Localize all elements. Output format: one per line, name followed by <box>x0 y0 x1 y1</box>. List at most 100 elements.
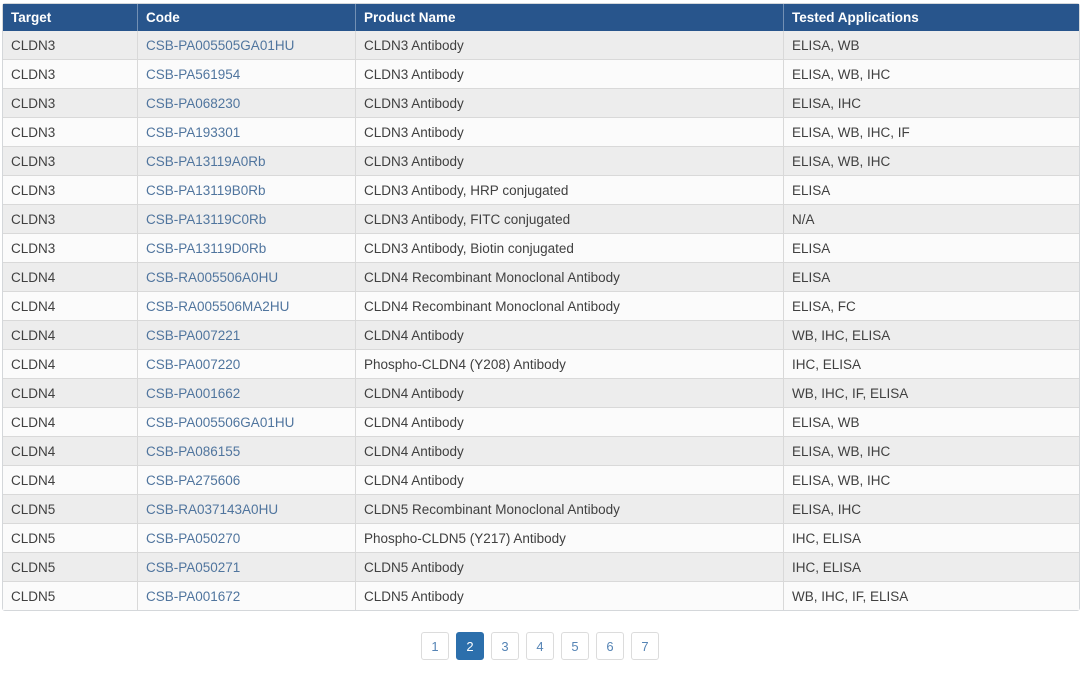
code-cell: CSB-PA561954 <box>138 60 356 89</box>
target-cell: CLDN3 <box>3 89 138 118</box>
product-code-link[interactable]: CSB-PA068230 <box>146 95 241 111</box>
page-button[interactable]: 6 <box>596 632 624 660</box>
table-row: CLDN3 CSB-PA068230 CLDN3 Antibody ELISA,… <box>3 89 1079 118</box>
product-code-link[interactable]: CSB-RA005506MA2HU <box>146 298 290 314</box>
product-code-link[interactable]: CSB-PA193301 <box>146 124 241 140</box>
target-cell: CLDN4 <box>3 321 138 350</box>
code-cell: CSB-RA037143A0HU <box>138 495 356 524</box>
table-row: CLDN4 CSB-PA275606 CLDN4 Antibody ELISA,… <box>3 466 1079 495</box>
product-name-cell: CLDN3 Antibody <box>356 60 784 89</box>
product-name-cell: CLDN3 Antibody <box>356 118 784 147</box>
product-code-link[interactable]: CSB-PA13119C0Rb <box>146 211 267 227</box>
product-code-link[interactable]: CSB-PA275606 <box>146 472 241 488</box>
tested-applications-cell: IHC, ELISA <box>784 350 1079 379</box>
page-button[interactable]: 4 <box>526 632 554 660</box>
target-cell: CLDN3 <box>3 118 138 147</box>
table-row: CLDN5 CSB-RA037143A0HU CLDN5 Recombinant… <box>3 495 1079 524</box>
code-cell: CSB-PA275606 <box>138 466 356 495</box>
target-cell: CLDN5 <box>3 495 138 524</box>
column-header-code: Code <box>138 4 356 31</box>
target-cell: CLDN3 <box>3 60 138 89</box>
product-name-cell: CLDN4 Antibody <box>356 408 784 437</box>
tested-applications-cell: WB, IHC, IF, ELISA <box>784 582 1079 610</box>
tested-applications-cell: ELISA, WB, IHC <box>784 466 1079 495</box>
tested-applications-cell: ELISA <box>784 234 1079 263</box>
product-name-cell: Phospho-CLDN5 (Y217) Antibody <box>356 524 784 553</box>
product-name-cell: CLDN4 Antibody <box>356 321 784 350</box>
product-name-cell: CLDN5 Antibody <box>356 582 784 610</box>
product-code-link[interactable]: CSB-RA037143A0HU <box>146 501 279 517</box>
code-cell: CSB-PA001672 <box>138 582 356 610</box>
product-code-link[interactable]: CSB-PA007220 <box>146 356 241 372</box>
product-code-link[interactable]: CSB-PA13119D0Rb <box>146 240 267 256</box>
code-cell: CSB-RA005506MA2HU <box>138 292 356 321</box>
code-cell: CSB-PA005505GA01HU <box>138 31 356 60</box>
page-button[interactable]: 3 <box>491 632 519 660</box>
product-name-cell: CLDN4 Antibody <box>356 437 784 466</box>
target-cell: CLDN4 <box>3 408 138 437</box>
product-code-link[interactable]: CSB-PA005505GA01HU <box>146 37 295 53</box>
page-button[interactable]: 1 <box>421 632 449 660</box>
product-code-link[interactable]: CSB-PA050271 <box>146 559 241 575</box>
product-code-link[interactable]: CSB-PA13119A0Rb <box>146 153 266 169</box>
table-row: CLDN4 CSB-RA005506MA2HU CLDN4 Recombinan… <box>3 292 1079 321</box>
code-cell: CSB-PA13119C0Rb <box>138 205 356 234</box>
target-cell: CLDN4 <box>3 379 138 408</box>
product-code-link[interactable]: CSB-PA561954 <box>146 66 241 82</box>
page-button-active[interactable]: 2 <box>456 632 484 660</box>
tested-applications-cell: ELISA, WB <box>784 408 1079 437</box>
product-code-link[interactable]: CSB-PA005506GA01HU <box>146 414 295 430</box>
product-name-cell: CLDN3 Antibody, HRP conjugated <box>356 176 784 205</box>
column-header-product: Product Name <box>356 4 784 31</box>
column-header-target: Target <box>3 4 138 31</box>
product-code-link[interactable]: CSB-PA050270 <box>146 530 241 546</box>
target-cell: CLDN3 <box>3 205 138 234</box>
code-cell: CSB-RA005506A0HU <box>138 263 356 292</box>
product-name-cell: CLDN3 Antibody, FITC conjugated <box>356 205 784 234</box>
product-code-link[interactable]: CSB-PA13119B0Rb <box>146 182 266 198</box>
product-code-link[interactable]: CSB-PA007221 <box>146 327 241 343</box>
product-code-link[interactable]: CSB-PA001662 <box>146 385 241 401</box>
tested-applications-cell: IHC, ELISA <box>784 553 1079 582</box>
table-row: CLDN3 CSB-PA193301 CLDN3 Antibody ELISA,… <box>3 118 1079 147</box>
tested-applications-cell: ELISA <box>784 263 1079 292</box>
product-name-cell: CLDN3 Antibody <box>356 147 784 176</box>
target-cell: CLDN4 <box>3 292 138 321</box>
tested-applications-cell: N/A <box>784 205 1079 234</box>
code-cell: CSB-PA086155 <box>138 437 356 466</box>
page-button[interactable]: 5 <box>561 632 589 660</box>
tested-applications-cell: ELISA, IHC <box>784 495 1079 524</box>
code-cell: CSB-PA007221 <box>138 321 356 350</box>
tested-applications-cell: WB, IHC, IF, ELISA <box>784 379 1079 408</box>
product-name-cell: CLDN4 Recombinant Monoclonal Antibody <box>356 263 784 292</box>
column-header-apps: Tested Applications <box>784 4 1079 31</box>
product-name-cell: Phospho-CLDN4 (Y208) Antibody <box>356 350 784 379</box>
target-cell: CLDN3 <box>3 147 138 176</box>
product-name-cell: CLDN5 Recombinant Monoclonal Antibody <box>356 495 784 524</box>
product-code-link[interactable]: CSB-PA086155 <box>146 443 241 459</box>
product-name-cell: CLDN4 Antibody <box>356 379 784 408</box>
table-row: CLDN5 CSB-PA050271 CLDN5 Antibody IHC, E… <box>3 553 1079 582</box>
tested-applications-cell: ELISA, WB, IHC <box>784 437 1079 466</box>
product-code-link[interactable]: CSB-PA001672 <box>146 588 241 604</box>
target-cell: CLDN4 <box>3 466 138 495</box>
header-row: Target Code Product Name Tested Applicat… <box>3 4 1079 31</box>
target-cell: CLDN4 <box>3 350 138 379</box>
page-button[interactable]: 7 <box>631 632 659 660</box>
code-cell: CSB-PA007220 <box>138 350 356 379</box>
code-cell: CSB-PA13119D0Rb <box>138 234 356 263</box>
product-name-cell: CLDN3 Antibody <box>356 31 784 60</box>
table-row: CLDN4 CSB-PA005506GA01HU CLDN4 Antibody … <box>3 408 1079 437</box>
target-cell: CLDN3 <box>3 234 138 263</box>
table-row: CLDN4 CSB-PA086155 CLDN4 Antibody ELISA,… <box>3 437 1079 466</box>
code-cell: CSB-PA13119B0Rb <box>138 176 356 205</box>
target-cell: CLDN5 <box>3 553 138 582</box>
code-cell: CSB-PA13119A0Rb <box>138 147 356 176</box>
product-name-cell: CLDN5 Antibody <box>356 553 784 582</box>
code-cell: CSB-PA005506GA01HU <box>138 408 356 437</box>
tested-applications-cell: ELISA, WB <box>784 31 1079 60</box>
product-code-link[interactable]: CSB-RA005506A0HU <box>146 269 279 285</box>
product-name-cell: CLDN3 Antibody, Biotin conjugated <box>356 234 784 263</box>
tested-applications-cell: ELISA, WB, IHC, IF <box>784 118 1079 147</box>
